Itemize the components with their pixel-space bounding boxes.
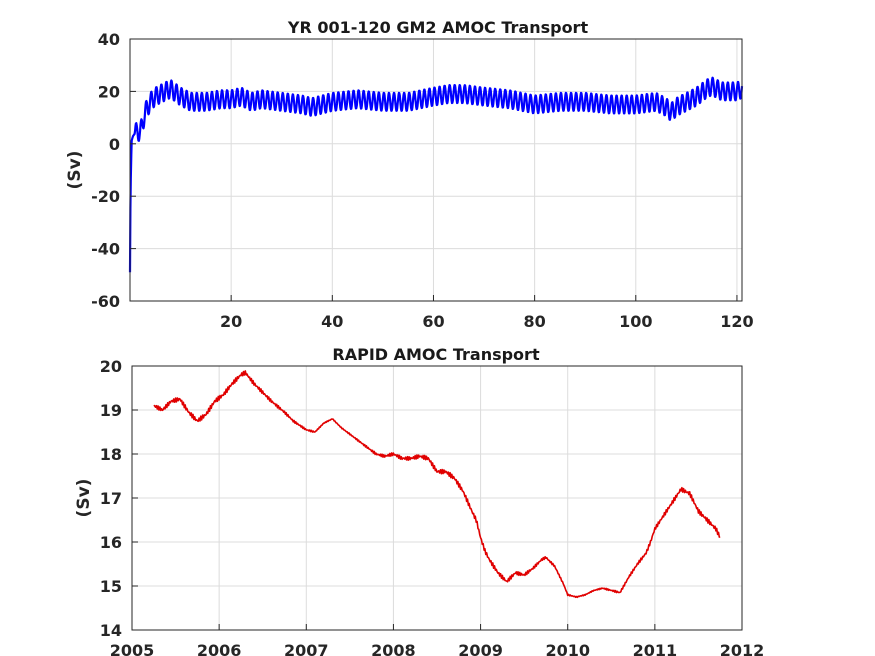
bottom-chart-y-tick-label: 20 — [100, 357, 122, 376]
bottom-chart-y-tick-label: 16 — [100, 533, 122, 552]
top-chart-y-tick-label: 40 — [98, 30, 120, 49]
bottom-chart-y-tick-label: 19 — [100, 401, 122, 420]
top-chart-x-tick-label: 60 — [422, 312, 444, 331]
bottom-chart-x-tick-label: 2008 — [371, 641, 416, 656]
bottom-chart-series — [153, 370, 721, 599]
top-chart-series-line-0 — [128, 76, 744, 273]
top-chart-title: YR 001-120 GM2 AMOC Transport — [287, 18, 589, 37]
bottom-chart-y-tick-label: 14 — [100, 621, 122, 640]
top-chart-y-tick-label: -20 — [91, 187, 120, 206]
top-chart-panel: YR 001-120 GM2 AMOC Transport (Sv) 20 40 6… — [65, 18, 754, 331]
bottom-chart-y-tick-label: 17 — [100, 489, 122, 508]
bottom-chart-y-axis-label: (Sv) — [74, 479, 94, 518]
bottom-chart-ticks: 2005 2006 2007 2008 2009 2010 2011 2012 14 15 16 17… — [100, 357, 765, 656]
top-chart-x-tick-label: 20 — [220, 312, 242, 331]
top-chart-grid — [130, 38, 742, 302]
bottom-chart-x-tick-label: 2011 — [633, 641, 678, 656]
top-chart-y-tick-label: -60 — [91, 292, 120, 311]
bottom-chart-grid — [131, 365, 743, 631]
top-chart-y-axis-label: (Sv) — [65, 151, 85, 190]
top-chart-x-tick-label: 40 — [321, 312, 343, 331]
top-chart-x-tick-label: 100 — [619, 312, 652, 331]
top-chart-frame — [129, 38, 743, 302]
bottom-chart-series-line-0 — [153, 370, 721, 599]
bottom-chart-x-tick-label: 2012 — [720, 641, 765, 656]
bottom-chart-x-tick-label: 2010 — [545, 641, 590, 656]
top-chart-y-tick-label: 0 — [109, 135, 120, 154]
bottom-chart-x-tick-label: 2009 — [458, 641, 503, 656]
top-chart-y-tick-label: -40 — [91, 240, 120, 259]
top-chart-series — [128, 76, 744, 273]
bottom-chart-panel: RAPID AMOC Transport (Sv) 2005 2006 2007 20… — [74, 345, 764, 656]
top-chart-x-tick-label: 80 — [523, 312, 545, 331]
bottom-chart-y-tick-label: 18 — [100, 445, 122, 464]
bottom-chart-x-tick-label: 2005 — [110, 641, 155, 656]
bottom-chart-x-tick-label: 2006 — [197, 641, 242, 656]
top-chart-x-tick-label: 120 — [720, 312, 753, 331]
bottom-chart-title: RAPID AMOC Transport — [332, 345, 540, 364]
top-chart-y-tick-label: 20 — [98, 82, 120, 101]
bottom-chart-y-tick-label: 15 — [100, 577, 122, 596]
top-chart-ticks: 20 40 60 80 100 120 -60 -40 -20 0 20 40 — [91, 30, 754, 331]
bottom-chart-x-tick-label: 2007 — [284, 641, 329, 656]
